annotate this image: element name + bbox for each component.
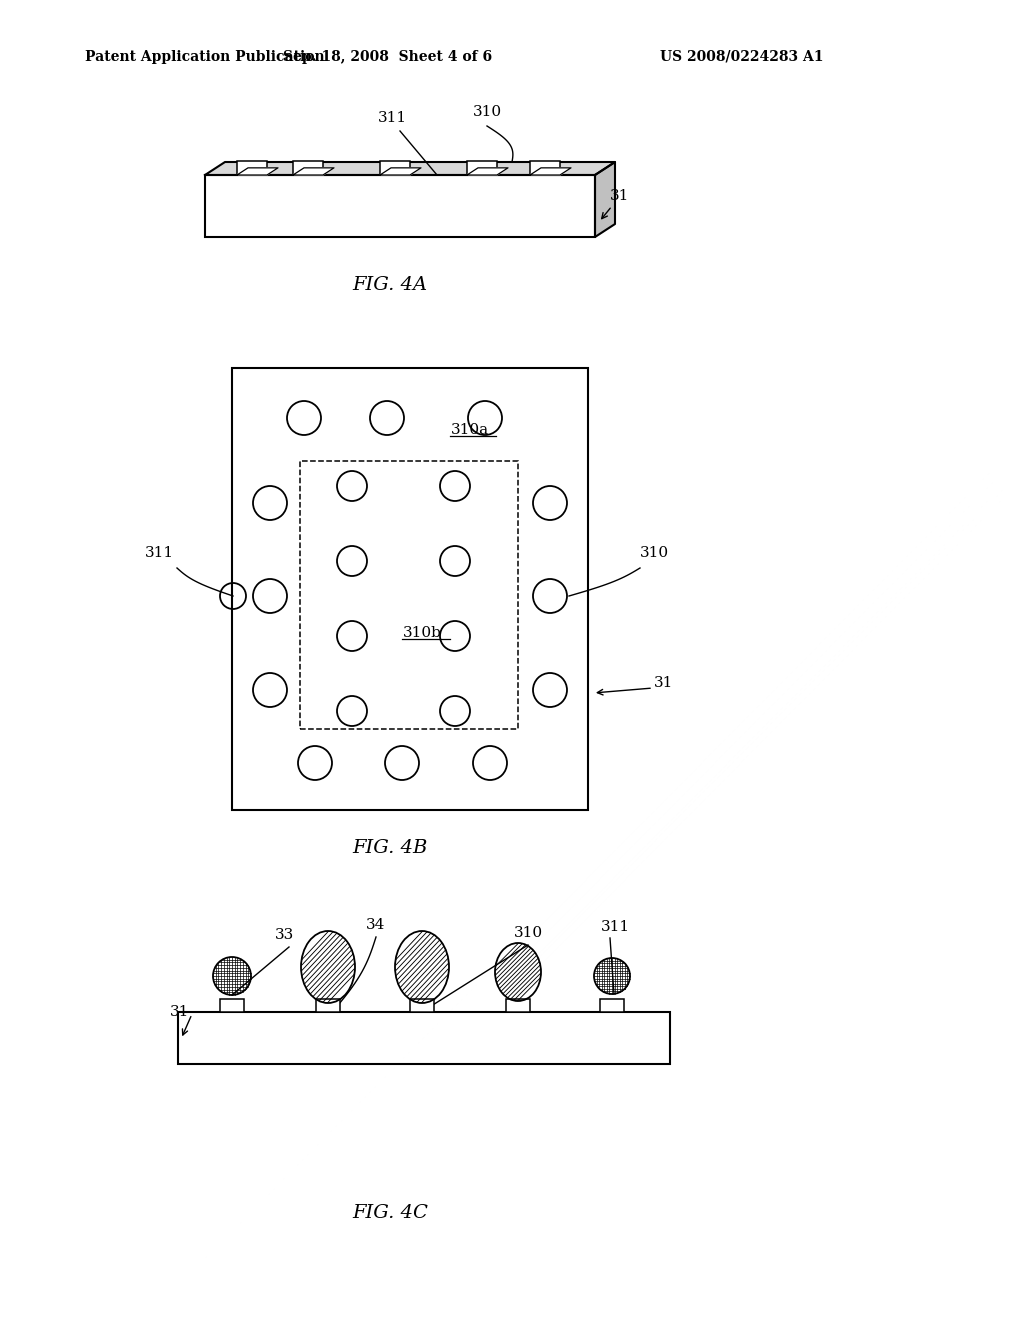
Text: 33: 33	[274, 928, 294, 942]
Bar	[178, 1012, 670, 1064]
Bar	[506, 999, 530, 1012]
Bar	[232, 368, 588, 810]
Text: 311: 311	[600, 920, 630, 935]
Polygon shape	[467, 168, 508, 176]
Text: FIG. 4B: FIG. 4B	[352, 840, 428, 857]
Text: 31: 31	[654, 676, 674, 690]
Bar	[530, 161, 560, 176]
Text: 310: 310	[639, 546, 669, 560]
Polygon shape	[293, 168, 334, 176]
Bar	[600, 999, 624, 1012]
Polygon shape	[530, 168, 571, 176]
Text: FIG. 4A: FIG. 4A	[352, 276, 428, 294]
Text: 31: 31	[610, 189, 630, 203]
Bar	[467, 161, 497, 176]
Bar	[380, 161, 410, 176]
Bar	[300, 461, 518, 729]
Text: 310: 310	[472, 106, 502, 119]
Polygon shape	[595, 162, 615, 238]
Polygon shape	[237, 168, 278, 176]
Bar	[316, 999, 340, 1012]
Text: 34: 34	[367, 917, 386, 932]
Bar	[237, 161, 267, 176]
Polygon shape	[380, 168, 421, 176]
Polygon shape	[205, 162, 615, 176]
Bar	[293, 161, 323, 176]
Text: 310a: 310a	[451, 422, 489, 437]
Text: Patent Application Publication: Patent Application Publication	[85, 50, 325, 63]
Text: US 2008/0224283 A1: US 2008/0224283 A1	[660, 50, 823, 63]
Text: 31: 31	[170, 1005, 189, 1019]
Text: Sep. 18, 2008  Sheet 4 of 6: Sep. 18, 2008 Sheet 4 of 6	[284, 50, 493, 63]
Bar	[205, 176, 595, 238]
Bar	[410, 999, 434, 1012]
Text: 310b: 310b	[402, 626, 441, 640]
Text: FIG. 4C: FIG. 4C	[352, 1204, 428, 1222]
Bar	[220, 999, 244, 1012]
Text: 311: 311	[144, 546, 173, 560]
Text: 311: 311	[378, 111, 407, 125]
Text: 310: 310	[513, 927, 543, 940]
